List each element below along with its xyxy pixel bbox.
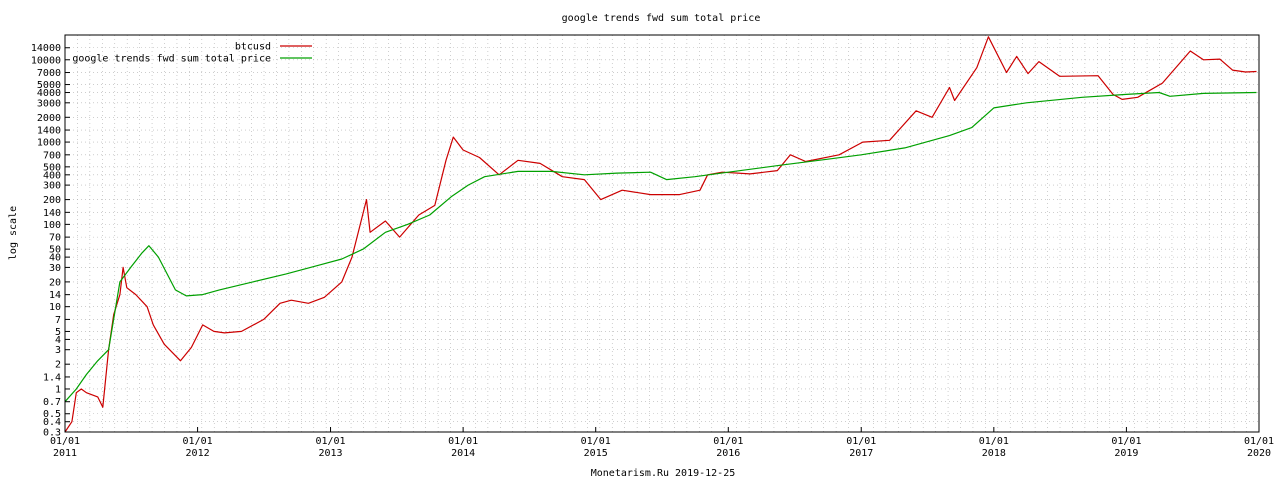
x-tick-year: 2019 <box>1114 448 1138 459</box>
y-tick-label: 4000 <box>37 88 61 99</box>
y-tick-label: 1400 <box>37 126 61 137</box>
y-tick-label: 200 <box>43 195 61 206</box>
y-tick-label: 7000 <box>37 68 61 79</box>
y-tick-label: 3000 <box>37 98 61 109</box>
y-tick-label: 500 <box>43 162 61 173</box>
y-tick-label: 2 <box>55 360 61 371</box>
y-tick-label: 400 <box>43 170 61 181</box>
y-tick-label: 700 <box>43 150 61 161</box>
x-tick-label: 01/01 <box>183 436 213 447</box>
y-tick-label: 100 <box>43 220 61 231</box>
x-tick-label: 01/01 <box>50 436 80 447</box>
y-tick-label: 4 <box>55 335 61 346</box>
x-axis: 01/01201101/01201201/01201301/01201401/0… <box>50 427 1274 459</box>
y-axis: 0.30.40.50.711.4234571014203040507010014… <box>31 43 70 439</box>
y-tick-label: 20 <box>49 277 61 288</box>
x-tick-label: 01/01 <box>1111 436 1141 447</box>
x-tick-year: 2011 <box>53 448 77 459</box>
y-tick-label: 10 <box>49 302 61 313</box>
y-tick-label: 300 <box>43 181 61 192</box>
x-tick-year: 2016 <box>716 448 740 459</box>
y-tick-label: 0.3 <box>43 428 61 439</box>
x-tick-year: 2015 <box>584 448 608 459</box>
plot-frame <box>64 34 1260 433</box>
x-tick-label: 01/01 <box>448 436 478 447</box>
x-tick-label: 01/01 <box>581 436 611 447</box>
y-tick-label: 30 <box>49 263 61 274</box>
y-tick-label: 7 <box>55 315 61 326</box>
legend-label: google trends fwd sum total price <box>72 54 271 65</box>
series-line-btcusd <box>64 36 1257 433</box>
x-tick-label: 01/01 <box>1244 436 1274 447</box>
y-axis-label: log scale <box>8 206 19 260</box>
y-tick-label: 1 <box>55 384 61 395</box>
y-tick-label: 1.4 <box>43 372 61 383</box>
x-tick-year: 2017 <box>849 448 873 459</box>
x-tick-year: 2012 <box>186 448 210 459</box>
x-tick-year: 2020 <box>1247 448 1271 459</box>
x-tick-label: 01/01 <box>713 436 743 447</box>
series-line-google-trends <box>64 91 1257 403</box>
legend-label: btcusd <box>235 42 271 53</box>
y-tick-label: 0.7 <box>43 397 61 408</box>
series-layer <box>64 36 1257 433</box>
y-tick-label: 140 <box>43 208 61 219</box>
y-tick-label: 50 <box>49 245 61 256</box>
x-tick-label: 01/01 <box>846 436 876 447</box>
y-tick-label: 14000 <box>31 43 61 54</box>
y-tick-label: 0.5 <box>43 409 61 420</box>
y-tick-label: 40 <box>49 253 61 264</box>
y-tick-label: 3 <box>55 345 61 356</box>
y-tick-label: 5 <box>55 327 61 338</box>
chart-title: google trends fwd sum total price <box>562 13 761 24</box>
y-tick-label: 1000 <box>37 138 61 149</box>
x-tick-year: 2013 <box>318 448 342 459</box>
y-tick-label: 5000 <box>37 80 61 91</box>
x-tick-year: 2018 <box>982 448 1006 459</box>
x-tick-label: 01/01 <box>315 436 345 447</box>
grid <box>65 35 1259 433</box>
x-tick-label: 01/01 <box>979 436 1009 447</box>
y-tick-label: 10000 <box>31 55 61 66</box>
x-tick-year: 2014 <box>451 448 475 459</box>
y-tick-label: 2000 <box>37 113 61 124</box>
y-tick-label: 70 <box>49 233 61 244</box>
y-tick-label: 14 <box>49 290 61 301</box>
footer-source: Monetarism.Ru 2019-12-25 <box>591 468 736 479</box>
y-tick-label: 0.4 <box>43 417 61 428</box>
